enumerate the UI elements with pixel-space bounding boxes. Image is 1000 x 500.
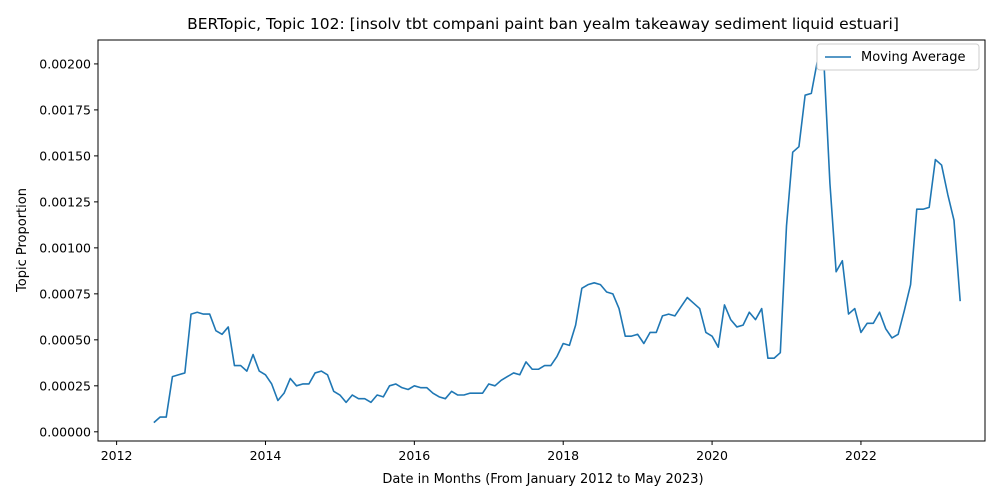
x-tick-label: 2014 <box>250 448 282 463</box>
y-axis-label: Topic Proportion <box>15 188 30 293</box>
plot-area <box>153 57 961 424</box>
y-axis: 0.00000 0.00025 0.00050 0.00075 0.00100 0.001… <box>39 56 98 439</box>
y-tick-label: 0.00050 <box>39 332 91 347</box>
x-tick-label: 2016 <box>398 448 430 463</box>
y-tick-label: 0.00150 <box>39 148 91 163</box>
legend-box <box>816 43 980 71</box>
y-tick-label: 0.00100 <box>39 240 91 255</box>
x-axis: 2012 2014 2016 2018 2020 2022 <box>101 441 877 463</box>
y-tick-label: 0.00025 <box>39 378 91 393</box>
x-tick-label: 2012 <box>101 448 133 463</box>
y-tick-label: 0.00075 <box>39 286 91 301</box>
y-tick-label: 0.00175 <box>39 102 91 117</box>
legend: Moving Average <box>816 43 980 71</box>
x-axis-label: Date in Months (From January 2012 to May… <box>382 472 703 487</box>
y-tick-label: 0.00200 <box>39 56 91 71</box>
legend-label-moving-average: Moving Average <box>861 50 965 65</box>
chart-title: BERTopic, Topic 102: [insolv tbt compani… <box>187 15 899 33</box>
x-tick-label: 2022 <box>845 448 877 463</box>
y-tick-label: 0.00125 <box>39 194 91 209</box>
plot-frame <box>97 39 986 442</box>
series-line-moving-average <box>153 57 961 424</box>
x-tick-label: 2020 <box>696 448 728 463</box>
y-tick-label: 0.00000 <box>39 424 91 439</box>
x-tick-label: 2018 <box>547 448 579 463</box>
